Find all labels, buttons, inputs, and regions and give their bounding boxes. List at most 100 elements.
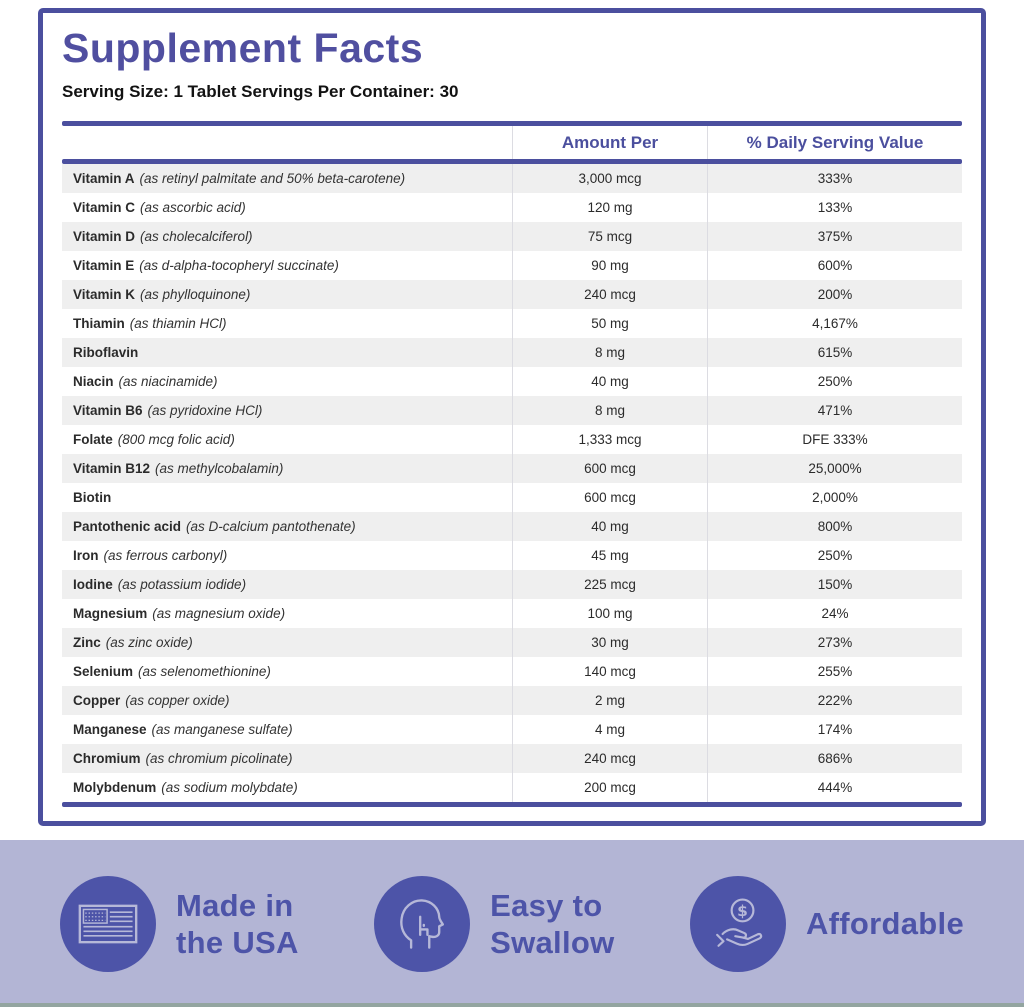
nutrient-cell: Niacin (as niacinamide): [62, 367, 512, 396]
nutrient-cell: Iodine (as potassium iodide): [62, 570, 512, 599]
nutrient-amount: 200 mcg: [512, 773, 707, 802]
header-daily-value: % Daily Serving Value: [707, 126, 962, 159]
nutrient-cell: Vitamin E (as d-alpha-tocopheryl succinat…: [62, 251, 512, 280]
nutrient-desc: (as methylcobalamin): [155, 461, 284, 476]
table-row: Biotin 600 mcg 2,000%: [62, 483, 962, 512]
affordable-icon: $: [689, 875, 786, 972]
nutrient-amount: 40 mg: [512, 367, 707, 396]
nutrient-dv: 4,167%: [707, 309, 962, 338]
nutrient-name: Chromium: [73, 751, 141, 766]
nutrient-amount: 45 mg: [512, 541, 707, 570]
nutrient-name: Selenium: [73, 664, 134, 679]
nutrient-dv: 250%: [707, 541, 962, 570]
nutrient-amount: 30 mg: [512, 628, 707, 657]
table-row: Vitamin B6 (as pyridoxine HCl) 8 mg 471%: [62, 396, 962, 425]
nutrient-name: Folate: [73, 432, 113, 447]
nutrient-amount: 40 mg: [512, 512, 707, 541]
table-row: Vitamin B12 (as methylcobalamin) 600 mcg …: [62, 454, 962, 483]
nutrient-cell: Selenium (as selenomethionine): [62, 657, 512, 686]
nutrient-amount: 240 mcg: [512, 280, 707, 309]
table-row: Magnesium (as magnesium oxide) 100 mg 24%: [62, 599, 962, 628]
nutrient-cell: Vitamin K (as phylloquinone): [62, 280, 512, 309]
nutrient-cell: Thiamin (as thiamin HCl): [62, 309, 512, 338]
nutrient-name: Vitamin A: [73, 171, 135, 186]
nutrient-dv: 686%: [707, 744, 962, 773]
nutrient-desc: (as potassium iodide): [117, 577, 247, 592]
bottom-accent-strip: [0, 1003, 1024, 1007]
nutrient-dv: 250%: [707, 367, 962, 396]
badge-label: Easy to Swallow: [490, 887, 615, 960]
nutrient-amount: 8 mg: [512, 338, 707, 367]
nutrient-name: Vitamin K: [73, 287, 136, 302]
nutrient-cell: Vitamin C (as ascorbic acid): [62, 193, 512, 222]
table-row: Riboflavin 8 mg 615%: [62, 338, 962, 367]
nutrient-name: Magnesium: [73, 606, 148, 621]
nutrient-cell: Vitamin A (as retinyl palmitate and 50% b…: [62, 164, 512, 193]
nutrient-desc: (as selenomethionine): [138, 664, 271, 679]
nutrient-desc: (as thiamin HCl): [129, 316, 227, 331]
nutrient-name: Manganese: [73, 722, 147, 737]
table-row: Iron (as ferrous carbonyl) 45 mg 250%: [62, 541, 962, 570]
table-row: Vitamin D (as cholecalciferol) 75 mcg 375…: [62, 222, 962, 251]
nutrient-amount: 600 mcg: [512, 483, 707, 512]
nutrient-desc: (as sodium molybdate): [161, 780, 298, 795]
table-body: Vitamin A (as retinyl palmitate and 50% b…: [62, 164, 962, 802]
table-row: Copper (as copper oxide) 2 mg 222%: [62, 686, 962, 715]
nutrient-cell: Magnesium (as magnesium oxide): [62, 599, 512, 628]
nutrient-desc: (as ferrous carbonyl): [103, 548, 228, 563]
nutrient-cell: Vitamin B12 (as methylcobalamin): [62, 454, 512, 483]
nutrient-amount: 75 mcg: [512, 222, 707, 251]
nutrient-desc: (as cholecalciferol): [140, 229, 253, 244]
nutrient-name: Copper: [73, 693, 121, 708]
nutrient-name: Iodine: [73, 577, 113, 592]
nutrient-name: Pantothenic acid: [73, 519, 182, 534]
nutrient-dv: 375%: [707, 222, 962, 251]
table-header-rule: [62, 159, 962, 164]
nutrient-amount: 600 mcg: [512, 454, 707, 483]
nutrient-dv: 200%: [707, 280, 962, 309]
nutrient-cell: Vitamin B6 (as pyridoxine HCl): [62, 396, 512, 425]
table-row: Folate (800 mcg folic acid) 1,333 mcg DFE…: [62, 425, 962, 454]
table-row: Thiamin (as thiamin HCl) 50 mg 4,167%: [62, 309, 962, 338]
nutrient-name: Vitamin B12: [73, 461, 151, 476]
nutrient-desc: (as magnesium oxide): [152, 606, 286, 621]
feature-badges-bar: Made in the USA Easy to Swallow $: [0, 840, 1024, 1007]
nutrient-dv: 273%: [707, 628, 962, 657]
badge-made-in-usa: Made in the USA: [60, 875, 299, 972]
nutrient-dv: 800%: [707, 512, 962, 541]
svg-text:$: $: [737, 901, 748, 919]
badge-affordable: $ Affordable: [689, 875, 964, 972]
nutrient-desc: (as zinc oxide): [105, 635, 193, 650]
table-header-row: Amount Per % Daily Serving Value: [62, 126, 962, 159]
badge-easy-to-swallow: Easy to Swallow: [374, 875, 615, 972]
nutrient-amount: 140 mcg: [512, 657, 707, 686]
nutrient-amount: 4 mg: [512, 715, 707, 744]
table-row: Zinc (as zinc oxide) 30 mg 273%: [62, 628, 962, 657]
nutrient-dv: 133%: [707, 193, 962, 222]
nutrient-cell: Riboflavin: [62, 338, 512, 367]
nutrient-dv: 222%: [707, 686, 962, 715]
nutrient-dv: 255%: [707, 657, 962, 686]
nutrient-cell: Chromium (as chromium picolinate): [62, 744, 512, 773]
nutrient-desc: (as copper oxide): [125, 693, 230, 708]
page-title: Supplement Facts: [62, 25, 424, 71]
serving-size-line: Serving Size: 1 Tablet Servings Per Cont…: [62, 82, 459, 101]
nutrient-amount: 100 mg: [512, 599, 707, 628]
nutrient-dv: 444%: [707, 773, 962, 802]
table-top-rule: [62, 121, 962, 126]
nutrient-dv: 25,000%: [707, 454, 962, 483]
nutrient-name: Vitamin C: [73, 200, 136, 215]
badge-label: Affordable: [805, 906, 964, 941]
table-row: Vitamin A (as retinyl palmitate and 50% b…: [62, 164, 962, 193]
table-row: Selenium (as selenomethionine) 140 mcg 25…: [62, 657, 962, 686]
nutrient-cell: Iron (as ferrous carbonyl): [62, 541, 512, 570]
nutrient-desc: (as ascorbic acid): [140, 200, 246, 215]
nutrient-name: Vitamin D: [73, 229, 136, 244]
nutrient-amount: 225 mcg: [512, 570, 707, 599]
nutrient-name: Zinc: [73, 635, 101, 650]
nutrient-name: Riboflavin: [73, 345, 139, 360]
table-row: Vitamin C (as ascorbic acid) 120 mg 133%: [62, 193, 962, 222]
nutrient-dv: 24%: [707, 599, 962, 628]
nutrient-desc: (as d-alpha-tocopheryl succinate): [139, 258, 339, 273]
table-row: Molybdenum (as sodium molybdate) 200 mcg …: [62, 773, 962, 802]
